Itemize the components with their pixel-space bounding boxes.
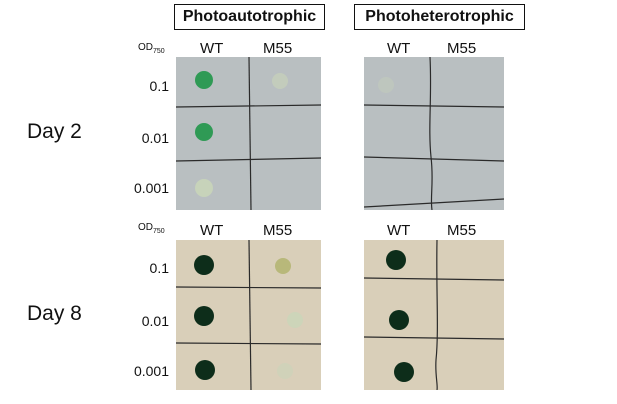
grid-line [364,336,504,340]
od-label-bottom: OD750 [138,222,165,235]
colony-spot-wt-0.01 [194,306,214,326]
plate-photoautotrophic-day8 [176,240,321,390]
grid-line [429,57,433,210]
grid-line [435,240,438,390]
plate-photoheterotrophic-day2 [364,57,504,210]
plate-background [364,57,504,210]
colony-spot-m55-0.01 [287,312,303,328]
colony-spot-wt-0.01 [195,123,213,141]
grid-line [176,157,321,162]
plate-background [364,240,504,390]
grid-line [248,57,252,210]
colony-spot-wt-0.001 [195,360,215,380]
colony-spot-wt-0.01 [389,310,409,330]
grid-line [364,277,504,281]
grid-line [176,104,321,108]
grid-line [364,156,504,162]
plate-photoheterotrophic-day8 [364,240,504,390]
wt-label-hetero-day2: WT [387,40,411,57]
colony-spot-m55-0.1 [272,73,288,89]
grid-line [176,342,321,345]
grid-line [176,286,321,289]
grid-line [364,198,504,208]
colony-spot-m55-0.001 [277,363,293,379]
colony-spot-wt-0.1 [195,71,213,89]
wt-label-auto-day2: WT [200,40,224,57]
dilution-label: 0.01 [141,313,169,329]
wt-label-auto-day8: WT [200,222,224,239]
dilution-label: 0.01 [141,130,169,146]
dilution-label: 0.001 [133,180,169,196]
colony-spot-wt-0.001 [195,179,213,197]
photoheterotrophic-header: Photoheterotrophic [354,4,525,30]
colony-spot-wt-0.1 [194,255,214,275]
dilution-label: 0.1 [149,260,169,276]
day-8-label: Day 8 [27,302,82,325]
colony-spot-wt-0.1 [378,77,394,93]
m55-label-auto-day8: M55 [263,222,293,239]
m55-label-hetero-day2: M55 [447,40,477,57]
colony-spot-wt-0.1 [386,250,406,270]
photoautotrophic-header: Photoautotrophic [174,4,325,30]
colony-spot-wt-0.001 [394,362,414,382]
od-label-top: OD750 [138,42,165,55]
dilution-label: 0.1 [149,78,169,94]
plate-photoautotrophic-day2 [176,57,321,210]
colony-spot-m55-0.1 [275,258,291,274]
grid-line [248,240,252,390]
m55-label-auto-day2: M55 [263,40,293,57]
m55-label-hetero-day8: M55 [447,222,477,239]
day-2-label: Day 2 [27,120,82,143]
grid-line [364,104,504,108]
dilution-label: 0.001 [133,363,169,379]
wt-label-hetero-day8: WT [387,222,411,239]
